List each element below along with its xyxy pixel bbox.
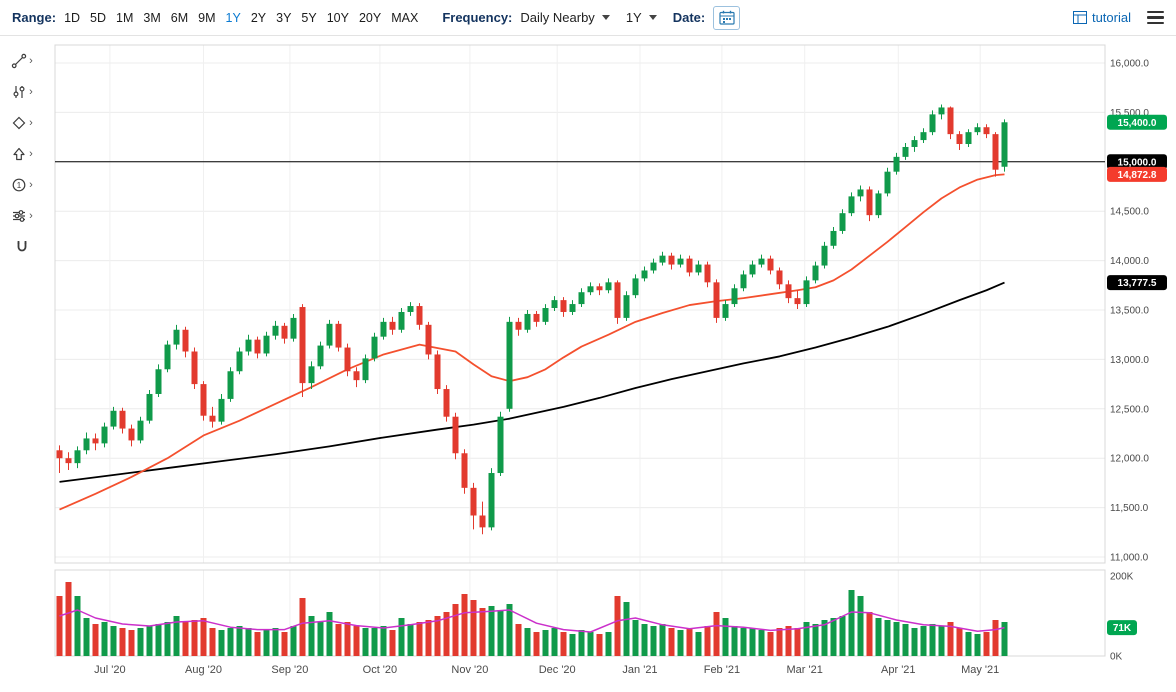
price-volume-chart: 16,000.0 15,500.0 15,000.0 14,500.0 14,000.0… [54,44,1167,676]
drawing-toolbar: › › › › 1 › [0,36,44,692]
arrow-tool[interactable]: › [11,143,33,165]
svg-text:12,500.0: 12,500.0 [1110,404,1149,415]
svg-text:15,400.0: 15,400.0 [1118,118,1157,129]
range-option-1d[interactable]: 1D [64,10,81,25]
range-option-9m[interactable]: 9M [198,10,216,25]
svg-text:Jul '20: Jul '20 [94,664,125,676]
svg-text:71K: 71K [1113,623,1132,634]
frequency-dropdown[interactable]: Daily Nearby [520,10,610,25]
svg-text:May '21: May '21 [961,664,999,676]
range-option-max[interactable]: MAX [391,10,419,25]
menu-icon[interactable] [1147,8,1164,28]
period-value: 1Y [625,10,642,25]
tutorial-link[interactable]: tutorial [1072,10,1131,25]
top-toolbar: Range: 1D 5D 1M 3M 6M 9M 1Y 2Y 3Y 5Y 10Y… [0,0,1176,36]
arrow-up-icon [13,147,25,161]
svg-text:14,872.8: 14,872.8 [1118,170,1157,181]
range-label: Range: [12,10,57,25]
sliders-icon [13,210,26,222]
svg-text:12,000.0: 12,000.0 [1110,454,1149,465]
chevron-right-icon: › [29,178,33,191]
indicators-icon [13,86,25,98]
range-option-3y[interactable]: 3Y [276,10,292,25]
svg-text:Aug '20: Aug '20 [185,664,222,676]
chevron-right-icon: › [29,54,33,67]
svg-text:15,500.0: 15,500.0 [1110,108,1149,119]
magnet-icon [17,241,27,252]
date-picker-button[interactable] [713,5,741,30]
range-option-5y[interactable]: 5Y [301,10,317,25]
frequency-label: Frequency: [442,10,513,25]
svg-text:13,777.5: 13,777.5 [1118,278,1157,289]
range-option-1m[interactable]: 1M [116,10,134,25]
annotations-tool[interactable]: 1 › [11,174,33,196]
svg-text:14,000.0: 14,000.0 [1110,256,1149,267]
chevron-right-icon: › [29,85,33,98]
indicators-tool[interactable]: › [11,81,33,103]
number-one-icon: 1 [12,178,26,192]
magnet-tool[interactable] [14,236,30,258]
svg-text:Mar '21: Mar '21 [787,664,823,676]
calendar-icon [719,10,735,25]
svg-text:Feb '21: Feb '21 [704,664,740,676]
tutorial-label: tutorial [1091,10,1131,25]
chevron-right-icon: › [29,209,33,222]
range-options: 1D 5D 1M 3M 6M 9M 1Y 2Y 3Y 5Y 10Y 20Y MA… [64,11,428,25]
date-label: Date: [672,10,706,25]
svg-text:1: 1 [17,181,22,190]
svg-text:11,000.0: 11,000.0 [1110,553,1149,564]
chevron-down-icon [601,15,610,20]
svg-text:15,000.0: 15,000.0 [1118,157,1157,168]
range-option-5d[interactable]: 5D [90,10,107,25]
svg-text:Oct '20: Oct '20 [363,664,398,676]
sliders-tool[interactable]: › [11,205,33,227]
grid-icon [1072,11,1087,24]
trendline-tool[interactable]: › [11,50,33,72]
svg-text:0K: 0K [1110,652,1123,663]
chart-area[interactable]: 16,000.0 15,500.0 15,000.0 14,500.0 14,000.0… [44,36,1176,692]
svg-text:Nov '20: Nov '20 [451,664,488,676]
svg-text:Dec '20: Dec '20 [539,664,576,676]
chevron-right-icon: › [29,147,33,160]
svg-text:14,500.0: 14,500.0 [1110,207,1149,218]
chevron-right-icon: › [29,116,33,129]
trendline-icon [11,53,27,69]
range-option-10y[interactable]: 10Y [326,10,349,25]
chevron-down-icon [648,15,657,20]
svg-text:Apr '21: Apr '21 [881,664,916,676]
range-option-20y[interactable]: 20Y [358,10,382,25]
svg-text:16,000.0: 16,000.0 [1110,59,1149,70]
svg-text:11,500.0: 11,500.0 [1110,503,1149,514]
svg-text:200K: 200K [1110,572,1134,583]
diamond-icon [12,116,26,130]
range-option-3m[interactable]: 3M [143,10,161,25]
svg-text:13,500.0: 13,500.0 [1110,306,1149,317]
range-option-2y[interactable]: 2Y [250,10,267,25]
shapes-tool[interactable]: › [11,112,33,134]
svg-text:Sep '20: Sep '20 [271,664,308,676]
range-option-6m[interactable]: 6M [170,10,189,25]
frequency-value: Daily Nearby [520,10,595,25]
period-dropdown[interactable]: 1Y [626,10,657,25]
range-option-1y[interactable]: 1Y [225,10,241,25]
content: › › › › 1 › [0,36,1176,692]
svg-text:Jan '21: Jan '21 [622,664,657,676]
svg-text:13,000.0: 13,000.0 [1110,355,1149,366]
